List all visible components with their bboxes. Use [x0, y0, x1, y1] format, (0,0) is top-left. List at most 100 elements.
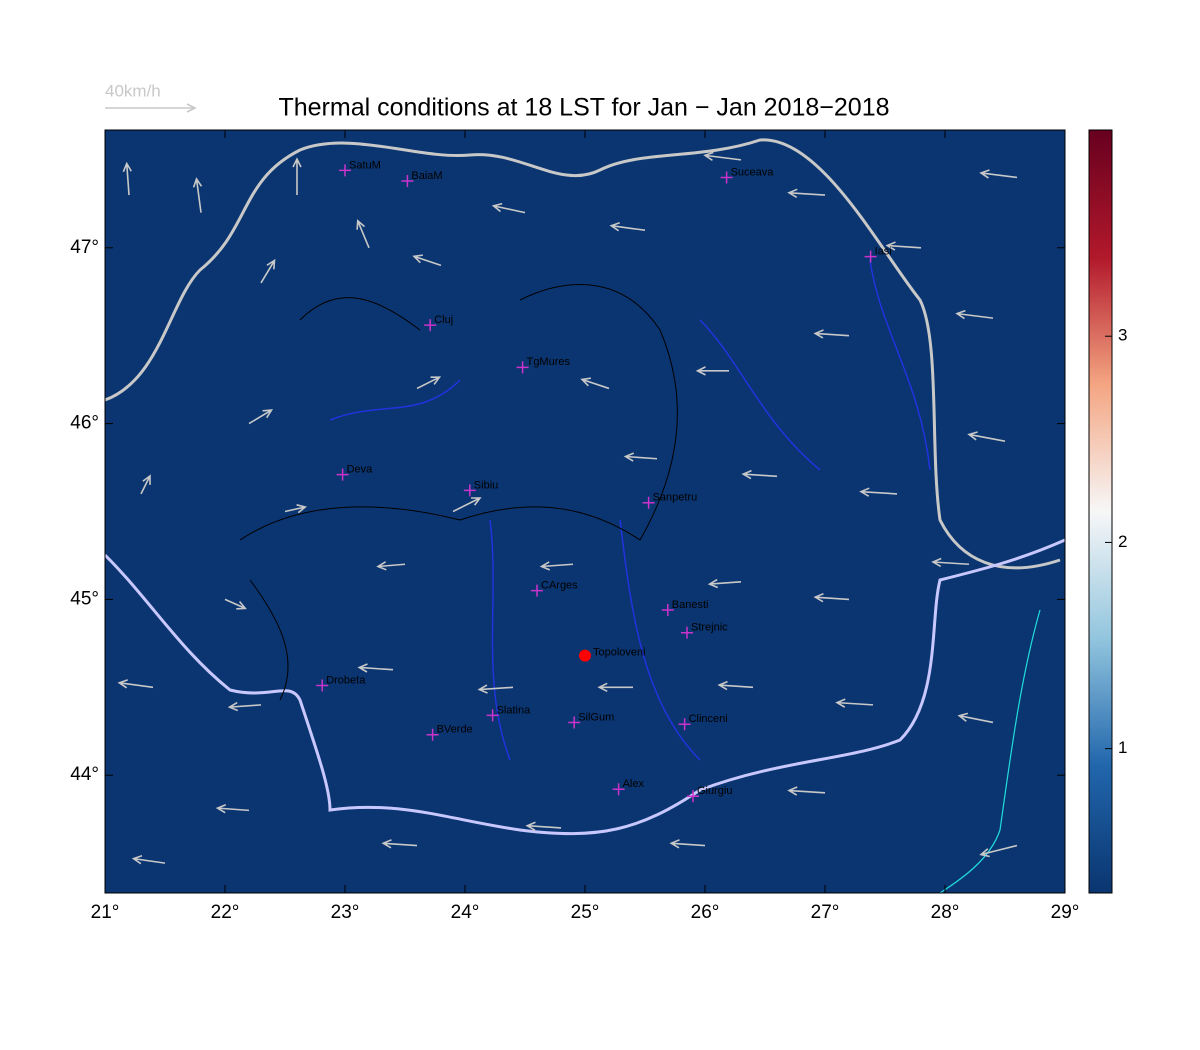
border — [105, 138, 1061, 570]
wind-arrow — [260, 258, 276, 284]
wind-arrow — [787, 786, 826, 796]
city-label: Deva — [347, 463, 374, 475]
x-tick-label: 26° — [691, 902, 720, 923]
city-label: SatuM — [349, 159, 381, 171]
x-tick-label: 25° — [571, 902, 600, 923]
wind-arrow — [539, 561, 574, 571]
colorbar — [1088, 129, 1113, 894]
wind-arrow — [931, 557, 970, 568]
city-marker — [463, 484, 476, 497]
wind-arrow — [376, 561, 406, 571]
city-label: Suceava — [731, 166, 775, 178]
city-label: CArges — [541, 580, 578, 592]
city-marker — [486, 709, 499, 722]
city-marker — [864, 250, 877, 263]
city-marker — [687, 790, 699, 803]
city-marker — [424, 319, 437, 332]
wind-arrow — [131, 855, 166, 865]
x-tick-label: 28° — [931, 902, 960, 923]
city-marker — [316, 679, 329, 692]
wind-arrow — [224, 598, 247, 610]
wind-arrow — [580, 377, 610, 390]
city-label: Slatina — [497, 704, 532, 716]
city-label: Cluj — [434, 314, 453, 326]
wind-arrow — [491, 202, 526, 214]
city-label: Strejnic — [691, 622, 728, 634]
wind-arrow — [477, 684, 514, 694]
wind-arrow — [813, 592, 850, 603]
y-tick-label: 47° — [70, 237, 99, 258]
wind-arrow — [707, 578, 742, 589]
city-label: Drobeta — [326, 674, 366, 686]
wind-arrow — [215, 803, 250, 814]
wind-arrow — [192, 177, 203, 213]
wind-arrow — [357, 663, 394, 673]
map-background — [105, 130, 1065, 893]
city-marker — [678, 718, 691, 731]
city-marker — [339, 164, 351, 177]
colorbar-tick-label: 2 — [1118, 532, 1127, 551]
wind-arrow — [813, 329, 850, 339]
wind-arrow — [416, 376, 442, 390]
city-marker — [720, 171, 733, 184]
city-marker — [401, 174, 414, 187]
city-marker — [568, 716, 581, 729]
cities: SatuM BaiaM Suceava Iasi Cluj TgMures Deva Sibi… — [316, 159, 892, 803]
city-label: SilGum — [578, 711, 614, 723]
title: Thermal conditions at 18 LST for Jan − J… — [278, 94, 889, 122]
wind-arrow — [695, 366, 729, 376]
y-tick-label: 44° — [70, 764, 99, 785]
wind-arrow — [703, 151, 742, 162]
wind-arrow — [859, 487, 898, 497]
wind-arrow — [525, 821, 562, 831]
coastline — [939, 609, 1041, 893]
x-tick-label: 21° — [91, 902, 120, 923]
y-tick-label: 45° — [70, 588, 99, 609]
wind-arrow — [122, 161, 132, 196]
wind-arrow — [787, 188, 826, 198]
wind-arrow — [117, 679, 154, 689]
wind-arrow — [957, 712, 994, 724]
x-tick-label: 22° — [211, 902, 240, 923]
wind-arrow — [609, 222, 646, 232]
city-label: Banesti — [672, 599, 709, 611]
wind-arrow — [284, 504, 307, 514]
wind-arrow — [955, 309, 994, 320]
wind-arrow — [356, 219, 370, 249]
contours — [239, 284, 678, 701]
city-marker — [516, 361, 529, 374]
wind-legend-label: 40km/h — [105, 81, 161, 100]
city-label: Giurgiu — [697, 785, 732, 797]
wind-arrow — [669, 839, 706, 849]
wind-arrow — [140, 474, 151, 495]
map-layers: SatuM BaiaM Suceava Iasi Cluj TgMures Deva Sibi… — [105, 138, 1065, 893]
city-label: BaiaM — [411, 170, 442, 182]
wind-legend-arrow — [105, 103, 197, 113]
city-label: Sanpetru — [653, 492, 698, 504]
wind-arrow — [597, 682, 633, 693]
colorbar-tick-label: 1 — [1118, 738, 1127, 757]
wind-arrow — [412, 254, 442, 267]
city-label: TgMures — [527, 356, 571, 368]
city-label: Sibiu — [474, 479, 498, 491]
rivers — [329, 259, 931, 761]
x-tick-label: 23° — [331, 902, 360, 923]
wind-arrow — [623, 452, 658, 462]
wind-arrow — [885, 241, 922, 251]
x-tick-label: 24° — [451, 902, 480, 923]
wind-arrow — [381, 839, 418, 849]
axes: 21° 22° 23° 24° 25° 26° 27° 28° 29° 44° 45° 46° 47° 1… — [70, 103, 1127, 923]
city-marker — [661, 603, 674, 616]
city-label: BVerde — [437, 724, 473, 736]
wind-arrow — [227, 701, 262, 712]
city-label: Iasi — [875, 245, 892, 257]
wind-field — [117, 151, 1018, 865]
city-label: Alex — [623, 778, 645, 790]
city-marker — [336, 468, 349, 481]
wind-arrow — [835, 698, 874, 708]
wind-arrow — [967, 431, 1006, 442]
highlight-marker — [579, 649, 591, 662]
highlight-label: Topoloveni — [593, 647, 646, 659]
